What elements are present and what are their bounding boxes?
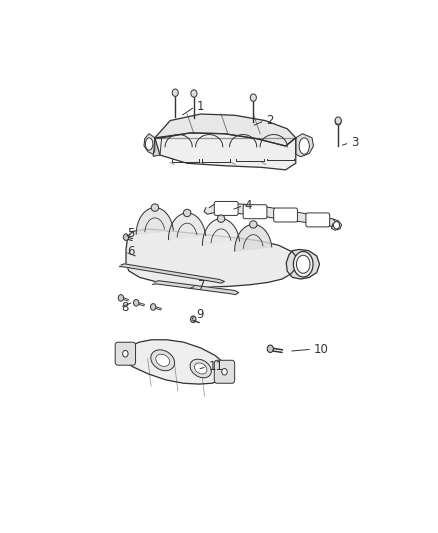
Ellipse shape — [191, 90, 197, 97]
Polygon shape — [120, 340, 228, 384]
Text: 9: 9 — [196, 308, 204, 321]
Polygon shape — [286, 249, 320, 279]
Ellipse shape — [335, 117, 341, 124]
Ellipse shape — [123, 350, 128, 357]
Text: 10: 10 — [314, 343, 328, 356]
Ellipse shape — [151, 350, 175, 370]
Polygon shape — [155, 114, 296, 146]
FancyBboxPatch shape — [306, 213, 330, 227]
Polygon shape — [119, 264, 224, 283]
Text: 1: 1 — [197, 100, 204, 113]
Text: 2: 2 — [266, 114, 274, 127]
Ellipse shape — [151, 204, 159, 211]
Ellipse shape — [172, 89, 178, 96]
Ellipse shape — [151, 304, 156, 310]
Text: 8: 8 — [122, 301, 129, 314]
Ellipse shape — [222, 368, 227, 375]
Ellipse shape — [156, 354, 170, 366]
Ellipse shape — [333, 222, 339, 229]
Polygon shape — [153, 138, 162, 156]
Ellipse shape — [299, 138, 309, 154]
Polygon shape — [152, 281, 239, 295]
Ellipse shape — [217, 215, 225, 222]
Ellipse shape — [250, 221, 257, 228]
Ellipse shape — [250, 94, 256, 101]
Ellipse shape — [297, 255, 310, 273]
Polygon shape — [169, 213, 205, 240]
Polygon shape — [202, 219, 240, 245]
Ellipse shape — [293, 252, 313, 277]
Polygon shape — [204, 204, 336, 227]
Ellipse shape — [194, 363, 207, 374]
Text: 4: 4 — [245, 199, 252, 212]
Polygon shape — [296, 134, 314, 157]
FancyBboxPatch shape — [214, 360, 235, 383]
Ellipse shape — [145, 138, 153, 150]
Ellipse shape — [118, 295, 124, 301]
Ellipse shape — [267, 345, 273, 352]
FancyBboxPatch shape — [243, 205, 267, 219]
Text: 7: 7 — [198, 279, 206, 292]
Text: 11: 11 — [208, 360, 223, 373]
Text: 5: 5 — [127, 227, 134, 240]
Text: 3: 3 — [351, 136, 358, 149]
Ellipse shape — [191, 316, 196, 322]
Polygon shape — [332, 219, 342, 230]
Ellipse shape — [184, 209, 191, 216]
Ellipse shape — [190, 359, 212, 378]
Ellipse shape — [134, 300, 139, 306]
FancyBboxPatch shape — [115, 342, 135, 365]
Polygon shape — [136, 208, 173, 235]
Polygon shape — [235, 224, 272, 251]
FancyBboxPatch shape — [274, 208, 297, 222]
Polygon shape — [144, 134, 155, 154]
Text: 6: 6 — [127, 245, 134, 259]
Polygon shape — [155, 133, 296, 170]
Ellipse shape — [124, 234, 129, 240]
Polygon shape — [126, 229, 299, 287]
FancyBboxPatch shape — [214, 201, 238, 215]
Ellipse shape — [335, 118, 341, 125]
